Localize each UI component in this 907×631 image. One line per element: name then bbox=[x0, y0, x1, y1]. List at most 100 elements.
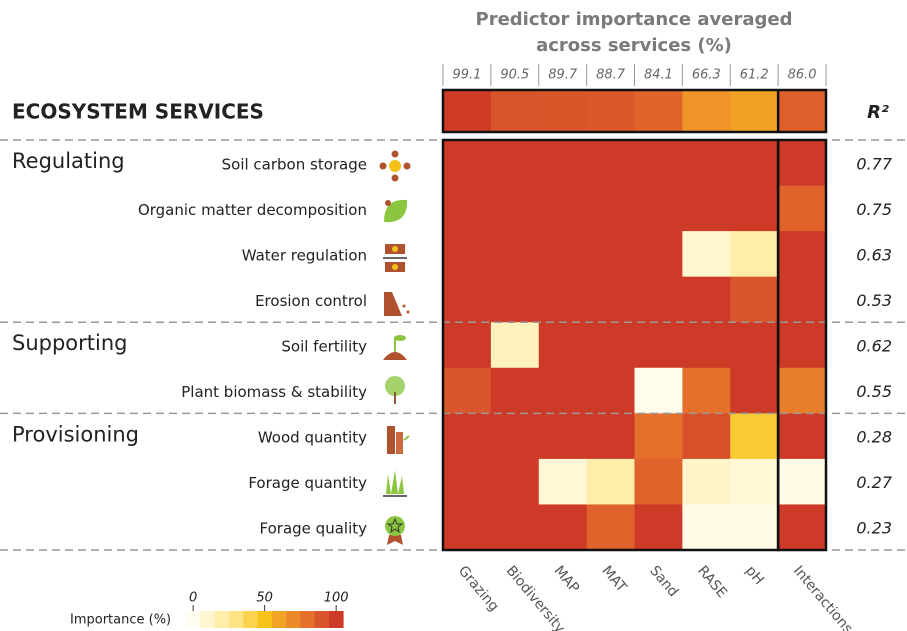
group-label: Supporting bbox=[12, 331, 128, 355]
heat-cell bbox=[443, 504, 492, 551]
heat-cell bbox=[586, 367, 635, 414]
average-cell bbox=[682, 90, 731, 132]
average-label: 84.1 bbox=[644, 68, 673, 83]
heat-cell bbox=[443, 458, 492, 505]
r2-value: 0.77 bbox=[856, 154, 892, 173]
service-label: Soil carbon storage bbox=[222, 155, 367, 173]
r2-value: 0.28 bbox=[856, 428, 892, 447]
heat-cell bbox=[538, 322, 588, 369]
legend-tick-label: 100 bbox=[324, 591, 349, 606]
heat-cell bbox=[778, 322, 827, 369]
service-label: Erosion control bbox=[255, 292, 367, 310]
heat-cell bbox=[443, 413, 492, 460]
legend-swatch bbox=[329, 611, 344, 628]
heat-cell bbox=[443, 276, 492, 323]
heat-cell bbox=[682, 504, 731, 551]
heat-cell bbox=[443, 140, 492, 187]
heat-cell bbox=[634, 413, 683, 460]
heat-cell bbox=[443, 322, 492, 369]
service-label: Organic matter decomposition bbox=[138, 201, 367, 219]
legend-swatch bbox=[214, 611, 230, 628]
heat-cell bbox=[730, 413, 779, 460]
heat-cell bbox=[586, 276, 635, 323]
column-label: Interactions bbox=[790, 563, 856, 631]
heat-cell bbox=[682, 140, 731, 187]
heat-cell bbox=[730, 185, 779, 232]
heat-cell bbox=[634, 367, 683, 414]
heat-cell bbox=[538, 458, 588, 505]
heat-cell bbox=[443, 185, 492, 232]
average-label: 88.7 bbox=[596, 68, 626, 83]
frame bbox=[776, 138, 828, 552]
heat-cell bbox=[586, 231, 635, 278]
icon-wood bbox=[387, 426, 410, 454]
heat-cell bbox=[778, 276, 827, 323]
heat-cell bbox=[634, 140, 683, 187]
heat-cell bbox=[538, 185, 588, 232]
heat-cell bbox=[730, 231, 779, 278]
heat-cell bbox=[682, 367, 731, 414]
heat-cell bbox=[634, 458, 683, 505]
r2-label: R² bbox=[867, 102, 889, 123]
heat-cell bbox=[586, 185, 635, 232]
column-label: Grazing bbox=[455, 563, 502, 615]
heat-cell bbox=[586, 413, 635, 460]
heat-cell bbox=[538, 504, 588, 551]
r2-value: 0.62 bbox=[856, 337, 892, 356]
heat-cell bbox=[730, 504, 779, 551]
average-cell bbox=[778, 90, 827, 132]
service-label: Plant biomass & stability bbox=[181, 383, 367, 401]
r2-value: 0.23 bbox=[856, 519, 892, 538]
chart-title: across services (%) bbox=[536, 35, 732, 56]
heat-cell bbox=[443, 231, 492, 278]
legend-swatch bbox=[286, 611, 301, 628]
heat-cell bbox=[778, 413, 827, 460]
heat-cell bbox=[538, 231, 588, 278]
r2-value: 0.75 bbox=[856, 200, 892, 219]
heat-cell bbox=[490, 140, 540, 187]
average-cell bbox=[490, 90, 540, 132]
heat-cell bbox=[490, 185, 540, 232]
heat-cell bbox=[778, 458, 827, 505]
legend-swatch bbox=[228, 611, 244, 628]
icon-leaf bbox=[384, 199, 408, 223]
legend-tick-label: 0 bbox=[189, 591, 197, 606]
average-cell bbox=[730, 90, 779, 132]
average-label: 89.7 bbox=[548, 68, 578, 83]
legend-swatch bbox=[200, 611, 215, 628]
legend-tick-label: 50 bbox=[256, 591, 273, 606]
heat-cell bbox=[778, 140, 827, 187]
icon-carbon bbox=[379, 150, 411, 182]
heat-cell bbox=[586, 458, 635, 505]
heat-cell bbox=[682, 231, 731, 278]
group-label: Regulating bbox=[12, 149, 125, 173]
r2-value: 0.55 bbox=[856, 382, 892, 401]
average-cell bbox=[538, 90, 588, 132]
heat-cell bbox=[586, 322, 635, 369]
heat-cell bbox=[730, 367, 779, 414]
heat-cell bbox=[682, 413, 731, 460]
icon-badge bbox=[385, 516, 405, 545]
heat-cell bbox=[778, 367, 827, 414]
service-label: Water regulation bbox=[242, 246, 367, 264]
average-cell bbox=[443, 90, 492, 132]
service-label: Wood quantity bbox=[258, 429, 367, 447]
icon-water bbox=[383, 244, 407, 272]
icon-sprout bbox=[383, 335, 407, 360]
heat-cell bbox=[682, 458, 731, 505]
heat-cell bbox=[490, 504, 540, 551]
column-label: pH bbox=[742, 563, 767, 588]
heat-cell bbox=[634, 231, 683, 278]
column-label: MAT bbox=[598, 563, 629, 596]
average-label: 99.1 bbox=[452, 68, 481, 83]
heat-cell bbox=[778, 231, 827, 278]
heat-cell bbox=[490, 458, 540, 505]
icon-tree bbox=[385, 376, 405, 404]
heat-cell bbox=[538, 367, 588, 414]
r2-value: 0.27 bbox=[856, 473, 892, 492]
average-cell bbox=[586, 90, 635, 132]
heat-cell bbox=[586, 140, 635, 187]
heat-cell bbox=[682, 185, 731, 232]
heat-cell bbox=[634, 322, 683, 369]
